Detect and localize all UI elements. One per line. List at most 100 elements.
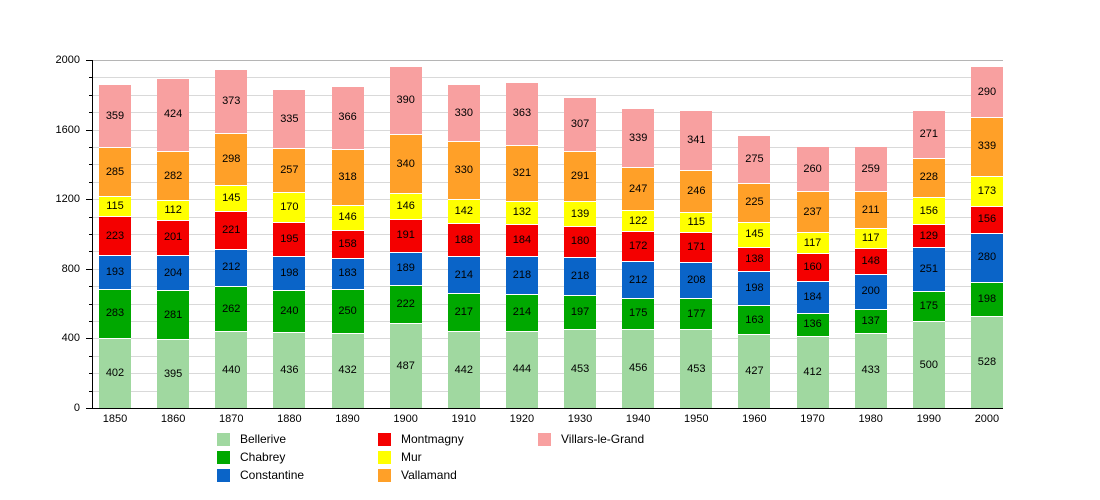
stacked-bar-1940: 456 175 212 172 122 247 339 xyxy=(622,108,655,408)
segment-value-label: 275 xyxy=(745,152,764,165)
segment-value-label: 191 xyxy=(396,229,415,242)
y-axis-minor-tick xyxy=(89,390,92,392)
bar-segment-constantine: 184 xyxy=(796,280,829,313)
bar-segment-constantine: 218 xyxy=(505,255,538,294)
bar-segment-constantine: 212 xyxy=(215,248,248,286)
legend-label: Mur xyxy=(401,450,422,464)
bar-segment-villars-le-grand: 339 xyxy=(622,108,655,168)
plot-area: 0 400 800 1200 1600 2000 402 283 193 223 115 285 359… xyxy=(56,54,1003,425)
y-axis-major-tick xyxy=(86,338,92,340)
bar-segment-montmagny: 223 xyxy=(99,216,131,256)
bar-segment-mur: 115 xyxy=(99,196,131,217)
gridline xyxy=(93,303,1003,305)
segment-value-label: 257 xyxy=(280,164,299,177)
segment-value-label: 433 xyxy=(861,364,880,377)
bar-segment-vallamand: 257 xyxy=(273,147,306,193)
x-axis-year-label: 1870 xyxy=(219,413,244,425)
segment-value-label: 145 xyxy=(745,228,764,241)
bar-segment-villars-le-grand: 359 xyxy=(99,84,131,147)
x-axis-year-label: 1960 xyxy=(742,413,767,425)
gridline xyxy=(93,268,1003,270)
segment-value-label: 237 xyxy=(803,205,822,218)
bar-segment-chabrey: 163 xyxy=(738,305,771,334)
bar-segment-vallamand: 340 xyxy=(389,133,422,194)
bar-segment-chabrey: 281 xyxy=(157,290,190,340)
x-axis-year-label: 1850 xyxy=(102,413,128,425)
legend-label: Chabrey xyxy=(240,450,286,464)
legend-label: Villars-le-Grand xyxy=(561,432,645,446)
bar-segment-mur: 173 xyxy=(970,175,1003,206)
bar-segment-bellerive: 442 xyxy=(447,331,480,408)
bar-segment-montmagny: 180 xyxy=(564,225,597,257)
bar-segment-vallamand: 285 xyxy=(99,146,131,197)
bar-segment-montmagny: 201 xyxy=(157,219,190,255)
x-axis-year-label: 2000 xyxy=(974,413,1000,425)
segment-value-label: 156 xyxy=(919,204,938,217)
stacked-bar-1860: 395 281 204 201 112 282 424 xyxy=(157,77,190,408)
bar-segment-bellerive: 433 xyxy=(854,332,887,408)
segment-value-label: 281 xyxy=(163,308,183,321)
stacked-bar-1880: 436 240 198 195 170 257 335 xyxy=(273,89,306,408)
bar-segment-chabrey: 217 xyxy=(447,293,480,332)
segment-value-label: 189 xyxy=(396,262,415,275)
segment-value-label: 412 xyxy=(803,366,822,379)
x-axis-year-label: 1930 xyxy=(567,413,593,425)
stacked-bar-1870: 440 262 212 221 145 298 373 xyxy=(215,68,248,408)
bar-segment-montmagny: 172 xyxy=(622,231,655,262)
segment-value-label: 432 xyxy=(338,364,357,377)
bar-segment-mur: 115 xyxy=(680,212,713,233)
y-axis-tick-label: 400 xyxy=(61,332,80,345)
segment-value-label: 156 xyxy=(977,213,997,226)
legend-label: Vallamand xyxy=(401,468,457,482)
segment-value-label: 240 xyxy=(280,305,299,318)
bar-segment-villars-le-grand: 290 xyxy=(970,66,1003,117)
bar-segment-mur: 156 xyxy=(912,197,945,225)
bar-segment-montmagny: 156 xyxy=(970,205,1003,233)
bar-segment-villars-le-grand: 260 xyxy=(796,145,829,192)
gridline xyxy=(93,234,1003,235)
segment-value-label: 218 xyxy=(512,268,532,281)
bar-segment-vallamand: 318 xyxy=(331,149,364,205)
y-axis-minor-tick xyxy=(89,181,92,183)
bar-segment-bellerive: 440 xyxy=(215,331,248,408)
segment-value-label: 500 xyxy=(919,358,938,371)
bar-segment-villars-le-grand: 271 xyxy=(912,110,945,158)
y-axis-minor-tick xyxy=(89,286,92,288)
gridline xyxy=(93,199,1003,201)
segment-value-label: 251 xyxy=(919,262,938,275)
bar-segment-villars-le-grand: 307 xyxy=(564,97,597,151)
x-axis-year-label: 1990 xyxy=(916,413,942,425)
gridline xyxy=(93,129,1003,131)
segment-value-label: 217 xyxy=(454,306,473,319)
x-axis-year-label: 1980 xyxy=(858,413,883,425)
gridline xyxy=(93,251,1003,253)
segment-value-label: 298 xyxy=(222,153,241,166)
segment-value-label: 363 xyxy=(512,107,532,120)
segment-value-label: 117 xyxy=(803,236,822,249)
segment-value-label: 148 xyxy=(861,255,880,268)
segment-value-label: 138 xyxy=(745,252,764,265)
legend-swatch-constantine xyxy=(217,469,230,482)
segment-value-label: 228 xyxy=(919,171,938,184)
bar-segment-bellerive: 395 xyxy=(157,339,190,408)
bar-segment-bellerive: 456 xyxy=(622,328,655,408)
stacked-bar-1930: 453 197 218 180 139 291 307 xyxy=(564,97,597,408)
segment-value-label: 318 xyxy=(338,170,357,183)
bar-segment-bellerive: 427 xyxy=(738,333,771,408)
y-axis-major-tick xyxy=(86,129,92,131)
segment-value-label: 204 xyxy=(163,266,183,279)
y-axis-minor-tick xyxy=(89,303,92,305)
segment-value-label: 117 xyxy=(861,232,880,245)
segment-value-label: 198 xyxy=(280,267,299,280)
segment-value-label: 212 xyxy=(628,273,648,286)
bar-segment-mur: 145 xyxy=(738,221,771,247)
segment-value-label: 487 xyxy=(396,359,415,372)
segment-value-label: 112 xyxy=(164,204,182,217)
bar-segment-bellerive: 432 xyxy=(331,332,364,408)
gridline xyxy=(93,216,1003,218)
segment-value-label: 424 xyxy=(163,108,183,121)
segment-value-label: 200 xyxy=(861,285,880,298)
bar-segment-mur: 139 xyxy=(564,201,597,226)
segment-value-label: 184 xyxy=(512,233,532,246)
